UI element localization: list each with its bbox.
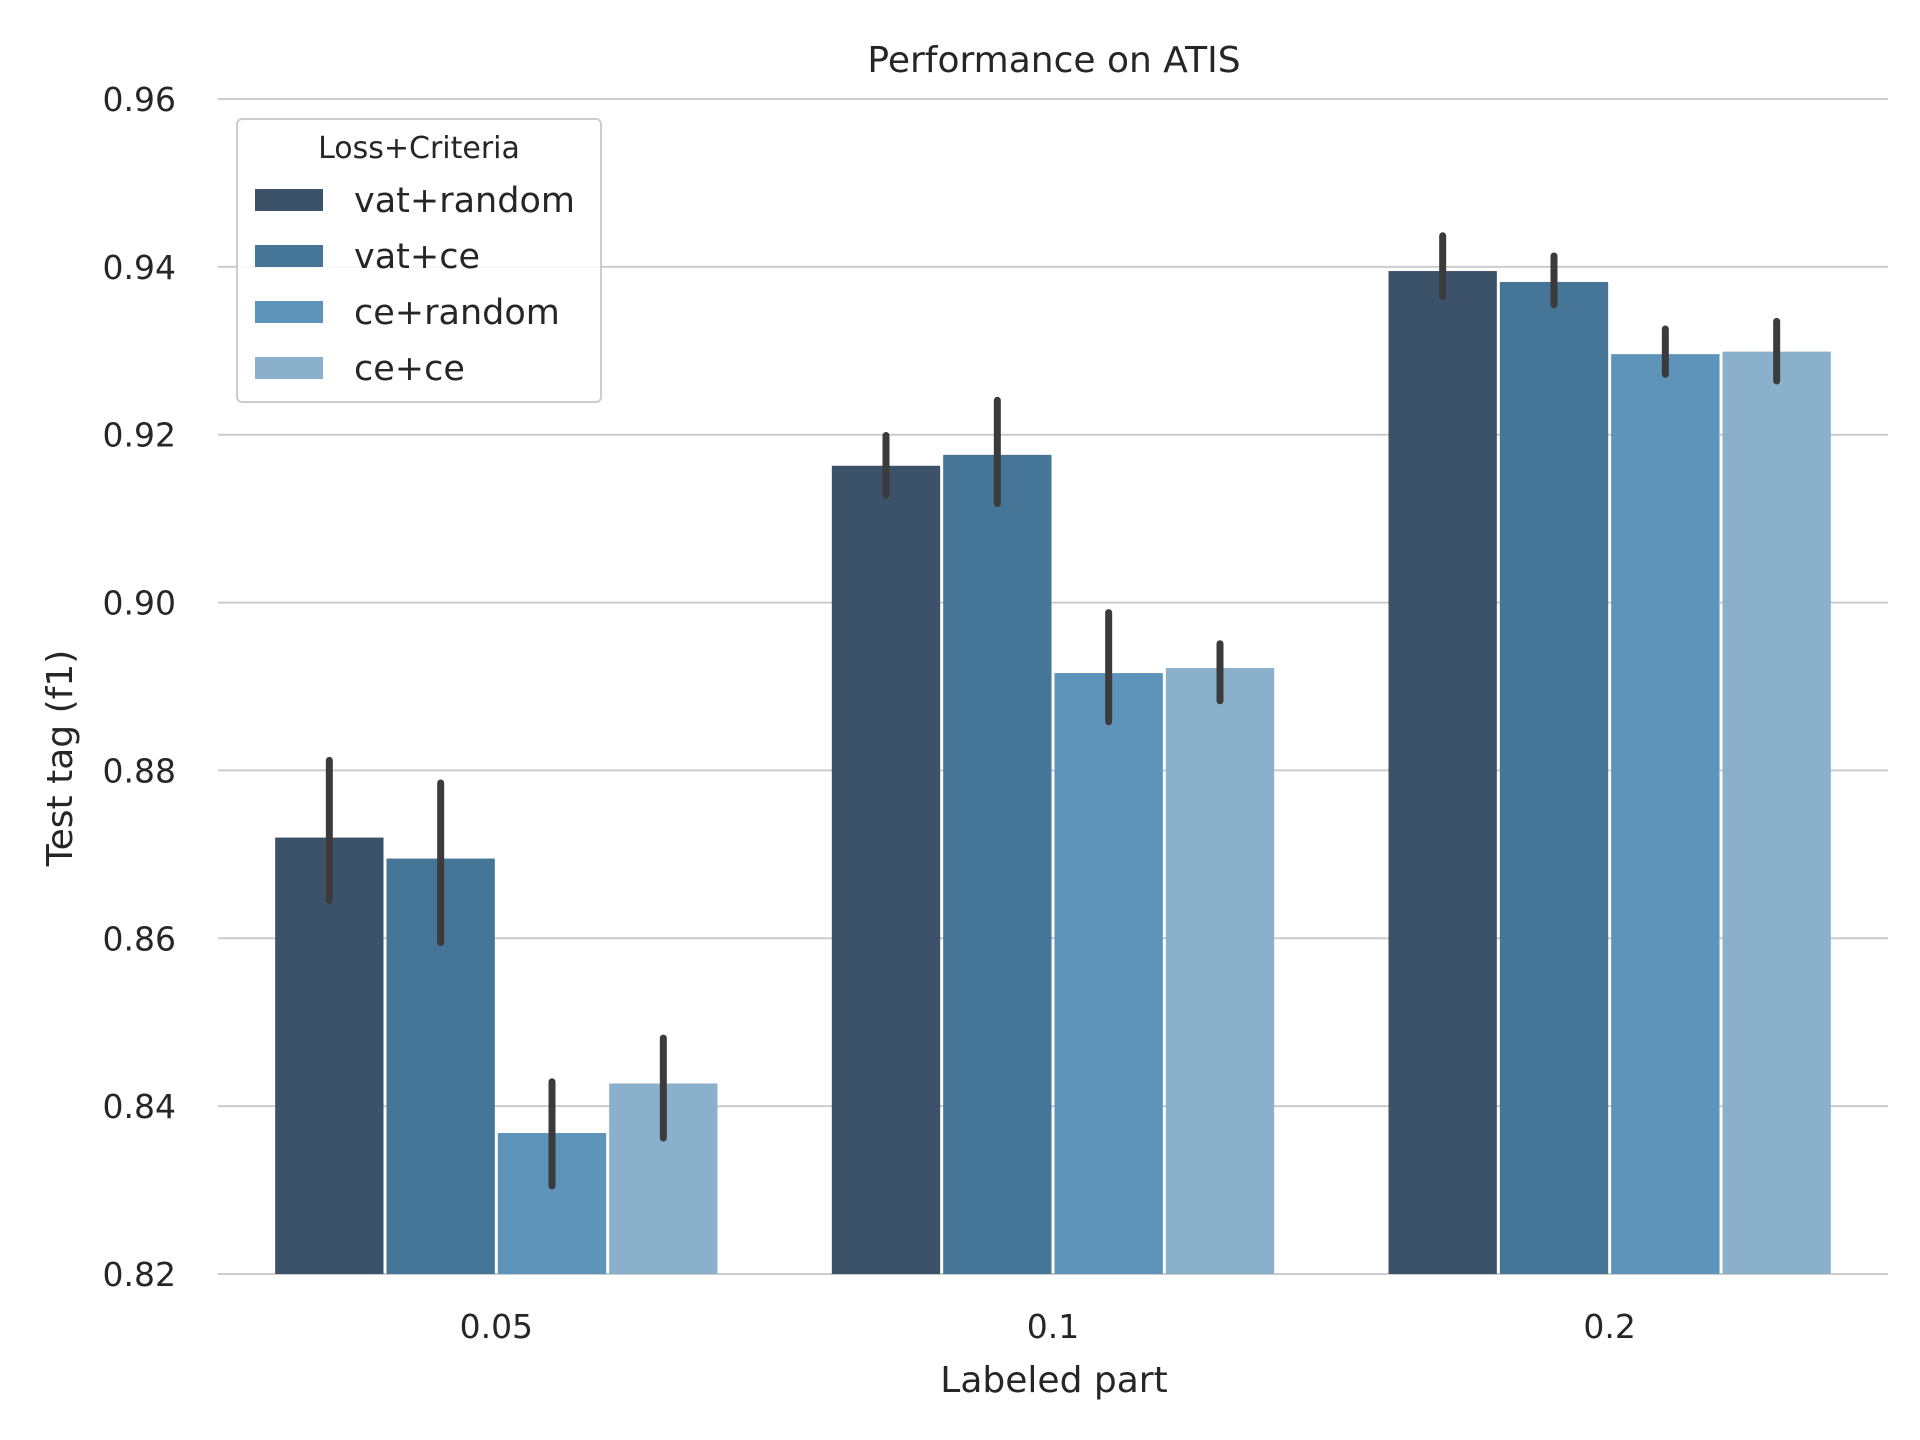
legend: Loss+Criteria vat+random vat+ce ce+random c… [236, 118, 602, 403]
y-tick-label: 0.82 [103, 1255, 176, 1294]
legend-swatch [255, 357, 323, 379]
y-tick-label: 0.84 [103, 1087, 176, 1126]
bar-layer [275, 271, 1831, 1275]
x-tick-label: 0.2 [1583, 1307, 1635, 1346]
legend-swatch [255, 189, 323, 211]
bar [1611, 354, 1720, 1275]
legend-swatch [255, 301, 323, 323]
bar [1054, 673, 1163, 1274]
chart-title: Performance on ATIS [867, 40, 1240, 81]
bar [1388, 271, 1497, 1274]
x-tick-layer: 0.05 0.1 0.2 [460, 1307, 1636, 1346]
legend-frame [236, 118, 602, 403]
x-axis-label: Labeled part [940, 1360, 1167, 1401]
bar [1722, 351, 1831, 1274]
bar [831, 465, 941, 1275]
y-axis-label: Test tag (f1) [40, 650, 81, 867]
y-tick-label: 0.86 [103, 919, 176, 958]
legend-title: Loss+Criteria [318, 131, 520, 166]
y-tick-label: 0.90 [103, 584, 176, 623]
bar [943, 454, 1052, 1274]
x-tick-label: 0.1 [1027, 1307, 1079, 1346]
y-tick-label: 0.94 [103, 248, 176, 287]
legend-swatch [255, 245, 323, 267]
bar [275, 837, 384, 1274]
legend-label: vat+random [354, 181, 575, 221]
legend-label: ce+ce [354, 349, 465, 389]
legend-label: ce+random [354, 293, 560, 333]
bar [1165, 668, 1275, 1274]
y-tick-label: 0.92 [103, 416, 176, 455]
y-tick-label: 0.96 [103, 80, 176, 119]
legend-items: vat+random vat+ce ce+random ce+ce [255, 181, 575, 389]
legend-label: vat+ce [354, 237, 480, 277]
error-bar-layer [325, 232, 1781, 1190]
x-tick-label: 0.05 [460, 1307, 533, 1346]
bar [1499, 281, 1609, 1274]
y-tick-layer: 0.82 0.84 0.86 0.88 0.90 0.92 0.94 0.96 [103, 80, 176, 1294]
y-tick-label: 0.88 [103, 751, 176, 790]
